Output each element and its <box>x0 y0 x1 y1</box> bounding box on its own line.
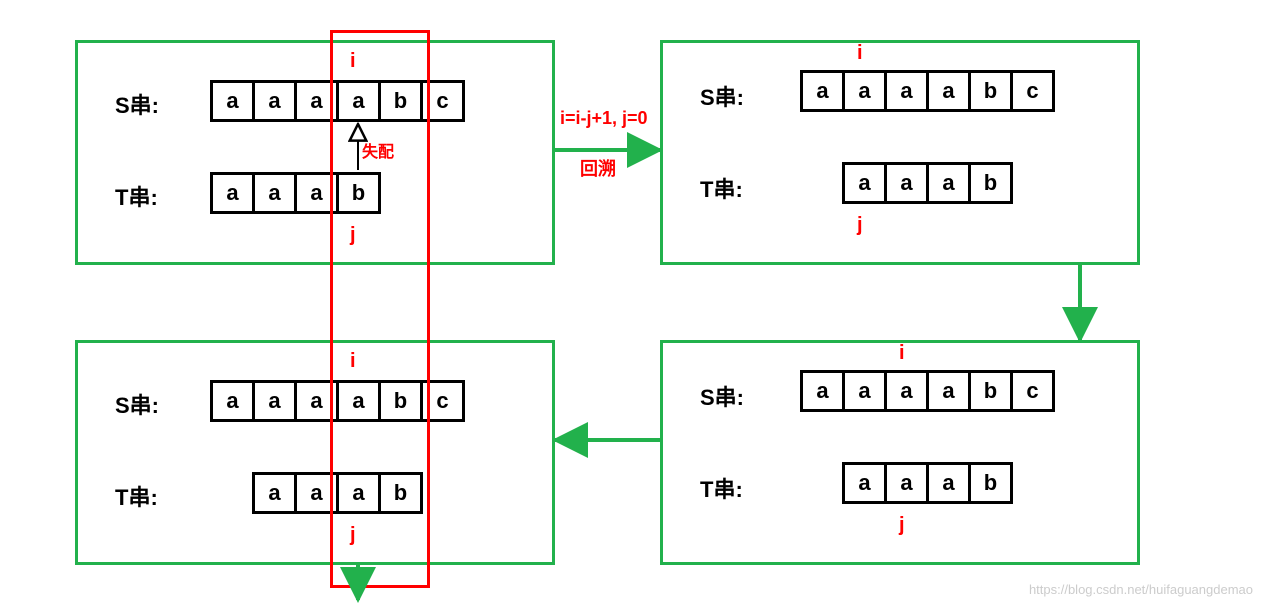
s-cells-2: aaaabc <box>800 70 1055 112</box>
cell: a <box>926 462 971 504</box>
cell: a <box>842 162 887 204</box>
cell: b <box>968 462 1013 504</box>
j-label-2: j <box>857 214 863 237</box>
i-label-2: i <box>857 42 863 65</box>
cell: a <box>842 370 887 412</box>
cell: a <box>884 162 929 204</box>
t-label-4: T串: <box>115 480 158 512</box>
cell: c <box>1010 370 1055 412</box>
s-label-3: S串: <box>700 380 744 412</box>
j-label-3: j <box>899 514 905 537</box>
cell: a <box>210 172 255 214</box>
cell: a <box>926 370 971 412</box>
cell: a <box>252 80 297 122</box>
cell: b <box>968 70 1013 112</box>
i-label-3: i <box>899 342 905 365</box>
cell: a <box>926 70 971 112</box>
cell: a <box>884 462 929 504</box>
cell: a <box>884 370 929 412</box>
t-label-2: T串: <box>700 172 743 204</box>
formula-text: i=i-j+1, j=0 <box>560 108 648 129</box>
cell: a <box>800 70 845 112</box>
s-label-4: S串: <box>115 388 159 420</box>
t-label-1: T串: <box>115 180 158 212</box>
backtrack-text: 回溯 <box>580 155 616 181</box>
cell: a <box>842 70 887 112</box>
cell: c <box>1010 70 1055 112</box>
cell: a <box>926 162 971 204</box>
panel-1 <box>75 40 555 265</box>
watermark: https://blog.csdn.net/huifaguangdemao <box>1029 582 1253 597</box>
s-cells-3: aaaabc <box>800 370 1055 412</box>
cell: a <box>800 370 845 412</box>
s-label-1: S串: <box>115 88 159 120</box>
t-cells-3: aaab <box>842 462 1013 504</box>
cell: a <box>842 462 887 504</box>
red-highlight-box <box>330 30 430 588</box>
panel-4 <box>75 340 555 565</box>
t-label-3: T串: <box>700 472 743 504</box>
cell: a <box>210 380 255 422</box>
cell: a <box>252 380 297 422</box>
cell: a <box>252 172 297 214</box>
cell: a <box>884 70 929 112</box>
cell: b <box>968 370 1013 412</box>
cell: a <box>210 80 255 122</box>
cell: a <box>252 472 297 514</box>
t-cells-2: aaab <box>842 162 1013 204</box>
s-label-2: S串: <box>700 80 744 112</box>
cell: b <box>968 162 1013 204</box>
